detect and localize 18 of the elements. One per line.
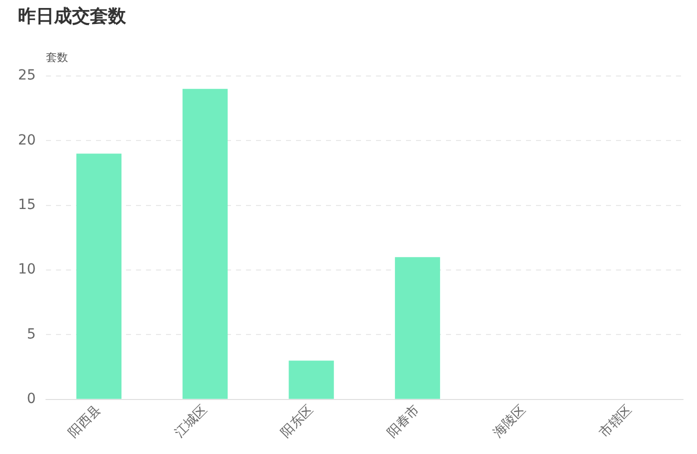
- x-tick-label: 阳春市: [384, 402, 423, 441]
- bar: [76, 154, 122, 399]
- bar: [394, 257, 440, 399]
- bar: [182, 88, 228, 399]
- y-tick-label: 15: [18, 196, 36, 213]
- x-tick-label: 市辖区: [596, 402, 636, 441]
- bar: [288, 360, 334, 399]
- chart-title: 昨日成交套数: [18, 5, 126, 28]
- x-tick-label: 阳西县: [66, 402, 104, 441]
- y-tick-label: 25: [18, 68, 36, 84]
- x-tick-label: 阳东区: [278, 402, 317, 441]
- y-tick-label: 0: [26, 391, 36, 408]
- y-tick-label: 20: [18, 132, 36, 148]
- x-tick-label: 海陵区: [490, 402, 529, 441]
- y-tick-label: 5: [26, 326, 36, 342]
- y-tick-label: 10: [18, 262, 36, 278]
- x-tick-label: 江城区: [172, 402, 210, 441]
- y-axis-title: 套数: [46, 50, 68, 65]
